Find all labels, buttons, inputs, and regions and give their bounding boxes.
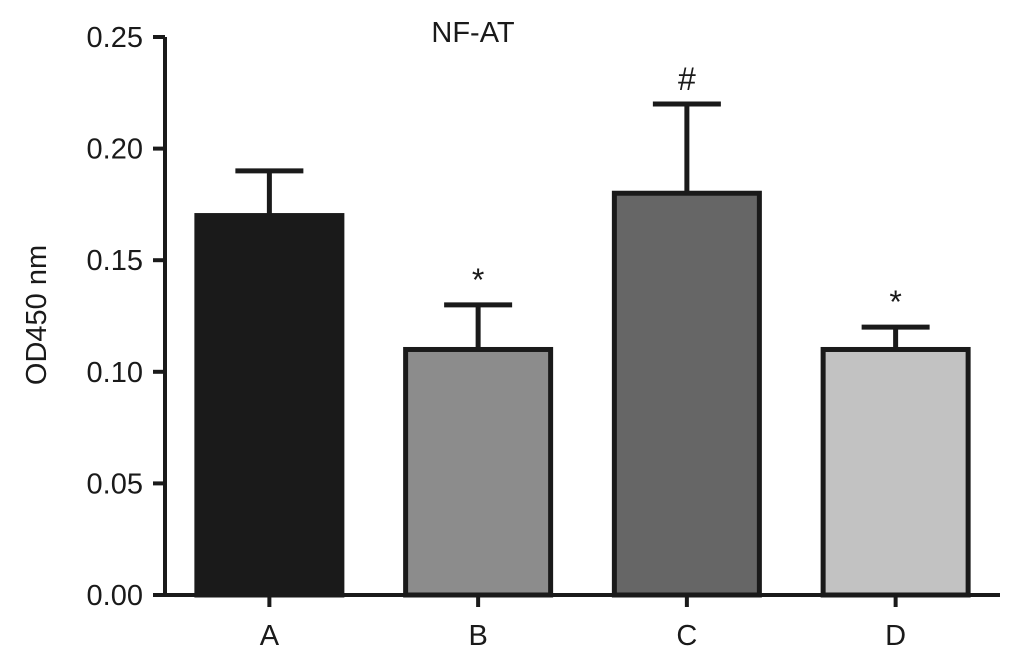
y-axis-label: OD450 nm: [21, 245, 53, 385]
x-tick-label-b: B: [468, 620, 487, 652]
y-tick-label: 0.05: [87, 468, 143, 500]
y-tick-label: 0.20: [87, 134, 143, 166]
y-tick-label: 0.15: [87, 245, 143, 277]
x-tick-label-d: D: [885, 620, 906, 652]
bar-a: [194, 213, 345, 598]
bar-c: [611, 190, 762, 598]
x-tick-label-a: A: [260, 620, 280, 652]
bars-layer: [194, 190, 971, 598]
bar-b: [403, 346, 554, 598]
y-tick-label: 0.25: [87, 22, 143, 54]
annotation-d: *: [889, 284, 901, 320]
chart-title: NF-AT: [431, 17, 515, 49]
annotation-b: *: [472, 262, 484, 298]
annotation-c: #: [678, 61, 696, 97]
bar-d: [820, 346, 971, 598]
y-tick-label: 0.10: [87, 357, 143, 389]
x-tick-label-c: C: [676, 620, 697, 652]
axes-layer: A B C D 0.00 0.05 0.10 0.15 0.20 0.25: [87, 22, 1000, 652]
y-tick-label: 0.00: [87, 580, 143, 612]
error-bars-layer: [235, 101, 930, 350]
annotations-layer: * # *: [472, 61, 902, 320]
